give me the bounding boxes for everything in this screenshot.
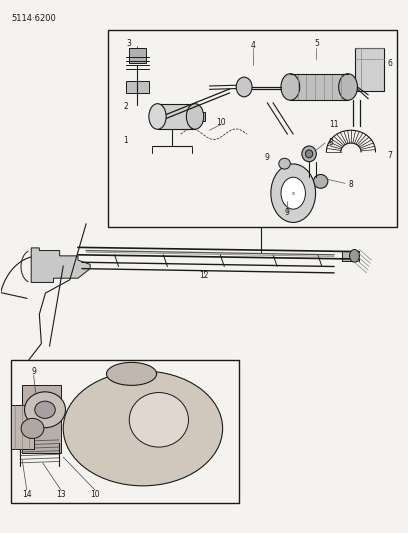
Bar	[355, 47, 384, 91]
Bar	[11, 406, 33, 449]
Bar	[342, 251, 359, 261]
Text: 5: 5	[314, 39, 319, 48]
Bar	[109, 30, 397, 227]
Ellipse shape	[313, 174, 328, 188]
Polygon shape	[22, 385, 61, 453]
Text: 13: 13	[56, 490, 66, 499]
Ellipse shape	[63, 371, 223, 486]
Text: ε: ε	[292, 191, 295, 196]
Text: 9: 9	[31, 367, 36, 376]
Ellipse shape	[302, 146, 316, 161]
Text: 4: 4	[251, 41, 255, 50]
Bar	[11, 360, 239, 503]
Text: 7: 7	[388, 151, 392, 160]
Text: 9: 9	[285, 208, 290, 217]
Circle shape	[271, 164, 315, 222]
Text: 8: 8	[328, 138, 333, 147]
Ellipse shape	[24, 392, 66, 427]
Ellipse shape	[35, 401, 55, 418]
Bar	[197, 111, 205, 122]
Text: 1: 1	[123, 135, 128, 144]
Text: 11: 11	[329, 120, 338, 129]
Text: 2: 2	[123, 102, 128, 111]
Ellipse shape	[281, 74, 300, 100]
Bar	[157, 104, 195, 130]
Bar	[126, 81, 149, 93]
Text: 12: 12	[199, 271, 209, 280]
Text: 14: 14	[22, 490, 31, 499]
Text: 8: 8	[348, 180, 353, 189]
Ellipse shape	[279, 158, 290, 169]
Text: 5114·6200: 5114·6200	[12, 14, 56, 23]
Bar	[290, 74, 348, 100]
Bar	[129, 47, 146, 63]
Ellipse shape	[339, 74, 357, 100]
Ellipse shape	[129, 392, 188, 447]
Text: 9: 9	[265, 154, 270, 162]
Text: 3: 3	[126, 39, 131, 48]
Text: 6: 6	[388, 59, 392, 68]
Text: 10: 10	[90, 490, 100, 499]
Polygon shape	[31, 248, 90, 282]
Ellipse shape	[186, 104, 204, 130]
Ellipse shape	[149, 104, 166, 130]
Text: 10: 10	[216, 118, 226, 127]
Ellipse shape	[21, 418, 44, 439]
Ellipse shape	[106, 362, 157, 385]
Circle shape	[281, 177, 306, 209]
Ellipse shape	[236, 77, 252, 97]
Circle shape	[350, 249, 359, 262]
Ellipse shape	[306, 150, 313, 158]
